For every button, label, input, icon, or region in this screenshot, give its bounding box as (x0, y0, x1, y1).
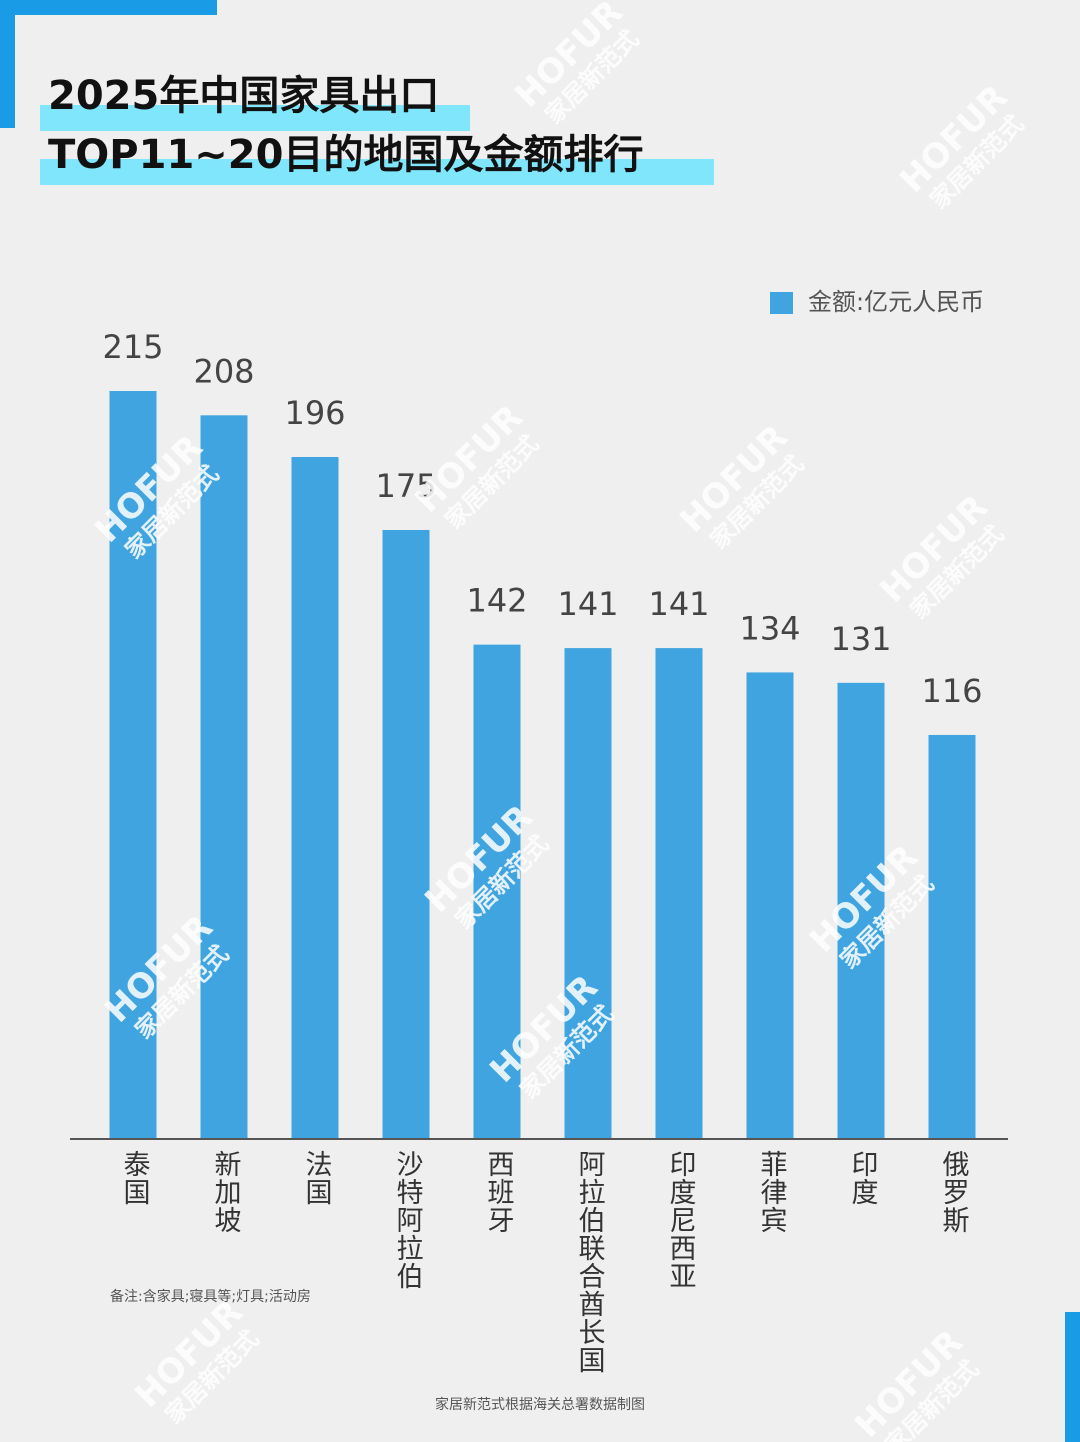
title-highlight (40, 105, 470, 131)
value-label: 196 (284, 394, 345, 432)
legend-label: 金额:亿元人民币 (808, 288, 984, 316)
value-label: 141 (557, 585, 618, 623)
corner-decoration (1065, 1312, 1080, 1442)
bar (200, 415, 248, 1138)
source: 家居新范式根据海关总署数据制图 (435, 1396, 645, 1413)
note: 备注:含家具;寝具等;灯具;活动房 (110, 1288, 311, 1305)
chart-title: TOP11~20目的地国及金额排行 (48, 132, 643, 178)
value-label: 141 (648, 585, 709, 623)
title-highlight (40, 159, 714, 185)
bar (655, 648, 703, 1138)
bar (928, 734, 976, 1138)
x-tick-label: 俄罗斯 (938, 1150, 970, 1234)
x-tick-label: 泰国 (119, 1150, 150, 1206)
bar (564, 648, 612, 1138)
bar (382, 529, 430, 1138)
bar (837, 682, 885, 1138)
x-tick-label: 法国 (301, 1150, 332, 1206)
bar (109, 391, 157, 1138)
corner-decoration (0, 0, 15, 128)
bar (291, 457, 339, 1139)
x-tick-label: 阿拉伯联合酋长国 (574, 1150, 606, 1374)
x-tick-label: 新加坡 (210, 1150, 242, 1234)
value-label: 142 (466, 582, 527, 620)
x-tick-label: 菲律宾 (756, 1150, 788, 1234)
value-label: 134 (739, 609, 800, 647)
value-label: 208 (193, 352, 254, 390)
legend-swatch (770, 292, 793, 314)
value-label: 131 (830, 620, 891, 658)
x-tick-label: 印度 (847, 1150, 879, 1206)
chart-title: 2025年中国家具出口 (48, 73, 439, 119)
bar (473, 644, 521, 1138)
bar (746, 672, 794, 1138)
corner-decoration (0, 0, 217, 15)
value-label: 215 (102, 328, 163, 366)
x-tick-label: 印度尼西亚 (665, 1150, 697, 1290)
value-label: 175 (375, 467, 436, 505)
x-tick-label: 沙特阿拉伯 (392, 1150, 424, 1290)
value-label: 116 (921, 672, 982, 710)
x-tick-label: 西班牙 (483, 1150, 515, 1234)
